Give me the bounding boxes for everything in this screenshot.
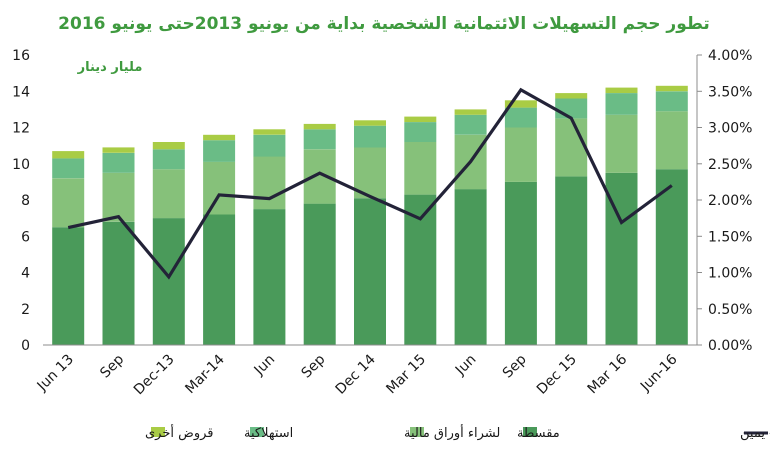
legend-swatch-4: [151, 427, 165, 437]
left-tick-label: 8: [21, 193, 30, 209]
legend-swatch-2: [410, 427, 424, 437]
legend-label-3: استهلاكية: [244, 426, 293, 441]
right-tick-label: 4.00%: [708, 48, 752, 64]
left-tick-label: 10: [12, 157, 30, 173]
bar-segment-2-13: [655, 111, 688, 170]
right-tick-label: 3.50%: [708, 84, 752, 100]
x-tick-label: Sep: [500, 351, 530, 381]
bar-segment-1-3: [152, 218, 185, 345]
x-tick-label: Mar-14: [182, 351, 228, 397]
bar-segment-4-10: [504, 100, 537, 108]
right-tick-label: 2.00%: [708, 193, 752, 209]
bar-segment-3-11: [555, 98, 588, 119]
x-tick-label: Jun: [251, 352, 278, 379]
bar-segment-3-3: [152, 149, 185, 170]
right-tick-label: 0.50%: [708, 302, 752, 318]
unit-label: مليار دينار: [77, 60, 143, 75]
bar-segment-1-1: [52, 227, 85, 345]
x-tick-label: Mar 15: [383, 352, 429, 398]
legend-swatch-3: [250, 427, 264, 437]
bar-segment-2-10: [504, 127, 537, 182]
x-tick-label: Dec 14: [333, 351, 379, 397]
x-tick-label: Jun: [452, 352, 479, 379]
bar-segment-4-2: [102, 147, 135, 153]
bar-segment-1-5: [253, 209, 286, 345]
bar-segment-1-4: [203, 214, 236, 345]
bar-segment-1-13: [655, 169, 688, 345]
bar-segment-3-4: [203, 140, 236, 162]
x-tick-label: Jun-16: [637, 351, 681, 395]
x-tick-label: Dec 15: [534, 352, 580, 398]
bar-segment-2-4: [203, 161, 236, 215]
bar-segment-4-12: [605, 87, 638, 93]
right-tick-label: 3.00%: [708, 121, 752, 137]
bar-segment-3-10: [504, 107, 537, 128]
bar-segment-4-7: [354, 120, 386, 126]
bar-segment-4-8: [404, 116, 437, 122]
bar-segment-4-9: [454, 109, 487, 115]
bar-segment-2-3: [152, 169, 185, 219]
legend-label-2: لشراء أوراق مالية: [404, 424, 500, 441]
bar-segment-1-6: [303, 203, 336, 345]
x-tick-label: Jun 13: [34, 352, 77, 395]
left-tick-label: 14: [12, 84, 30, 100]
right-tick-label: 0.00%: [708, 338, 752, 354]
bar-segment-2-11: [555, 118, 588, 177]
bar-segment-1-2: [102, 221, 135, 346]
bar-segment-4-11: [555, 93, 588, 99]
bar-segment-1-11: [555, 176, 588, 345]
bar-segment-3-7: [354, 125, 386, 148]
x-tick-label: Sep: [97, 351, 127, 381]
bar-segment-4-4: [203, 134, 236, 141]
legend-label-1: مقسطة: [517, 426, 560, 441]
bar-segment-2-7: [354, 147, 386, 199]
legend-label-4: قروض أخرى: [145, 424, 214, 441]
bar-segment-1-10: [504, 181, 537, 345]
bar-segment-2-5: [253, 156, 286, 210]
bar-segment-2-2: [102, 172, 135, 222]
bar-segment-3-8: [404, 122, 437, 142]
bar-segment-4-5: [253, 129, 286, 135]
chart-title: تطور حجم التسهيلات الائتمانية الشخصية بد…: [58, 14, 710, 34]
left-tick-label: 6: [21, 229, 30, 245]
x-tick-label: Mar 16: [585, 351, 631, 397]
bar-segment-3-13: [655, 91, 688, 112]
bar-segment-4-1: [52, 151, 85, 159]
bar-segment-2-1: [52, 178, 85, 228]
bar-segment-2-12: [605, 114, 638, 173]
bar-segment-3-5: [253, 134, 286, 157]
left-tick-label: 0: [21, 338, 30, 354]
bar-segment-3-12: [605, 93, 638, 115]
bar-segment-4-6: [303, 123, 336, 130]
bar-segment-3-9: [454, 114, 487, 135]
bar-segment-2-6: [303, 149, 336, 204]
x-tick-label: Sep: [299, 351, 329, 381]
growth-line-layer: [67, 87, 673, 280]
right-tick-label: 2.50%: [708, 157, 752, 173]
left-tick-label: 4: [21, 266, 30, 282]
bar-segment-1-7: [354, 198, 386, 345]
growth-rate-line: [67, 87, 673, 280]
bar-segment-3-1: [52, 158, 85, 179]
bar-segment-3-6: [303, 129, 336, 150]
x-tick-label: Dec-13: [131, 352, 178, 399]
left-tick-label: 12: [12, 121, 30, 137]
right-tick-label: 1.50%: [708, 229, 752, 245]
bar-segment-4-13: [655, 85, 688, 92]
right-tick-label: 1.00%: [708, 266, 752, 282]
legend-label-0: معدل النمو الشهري - يمين: [740, 426, 770, 441]
legend-swatch-1: [523, 427, 537, 437]
left-tick-label: 16: [12, 48, 30, 64]
bar-segment-2-8: [404, 142, 437, 195]
bar-segment-3-2: [102, 152, 135, 173]
bar-segment-4-3: [152, 142, 185, 150]
left-tick-label: 2: [21, 302, 30, 318]
bars-layer: [52, 85, 688, 346]
legend: معدل النمو الشهري - يمين مقسطة لشراء أوراق…: [145, 424, 770, 441]
bar-segment-1-9: [454, 189, 487, 345]
